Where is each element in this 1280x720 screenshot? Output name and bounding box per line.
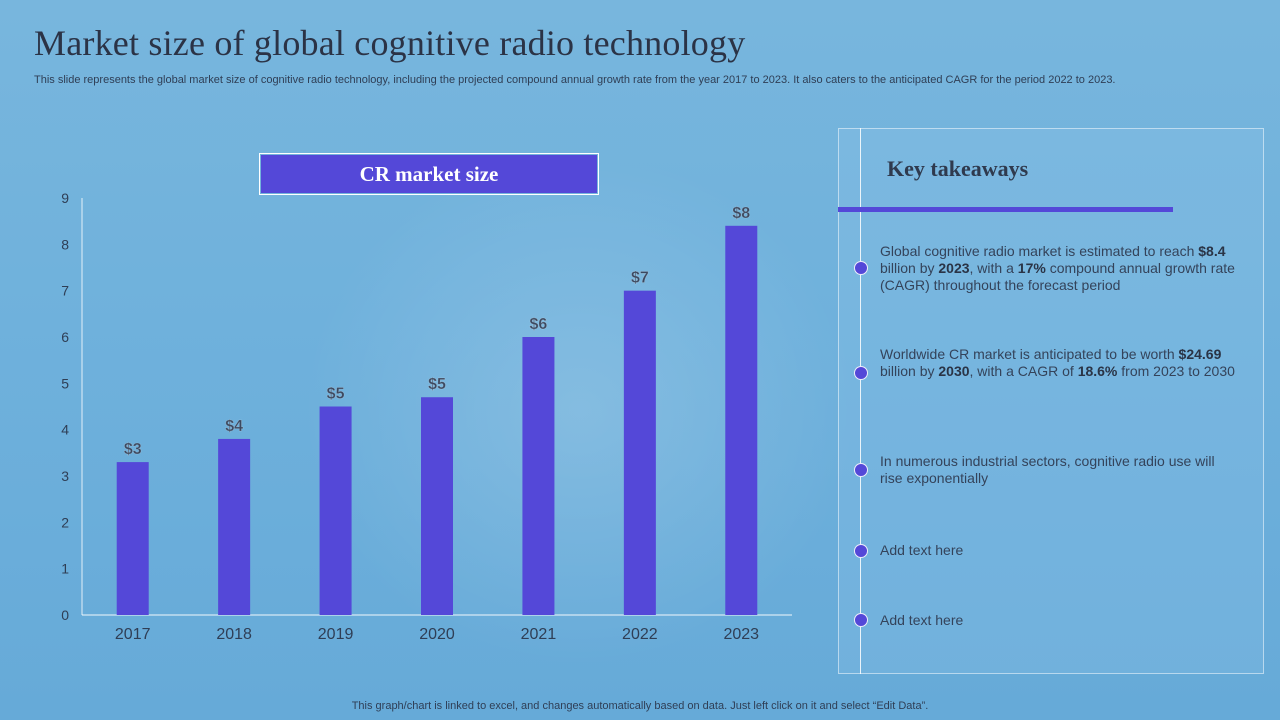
- y-tick-label: 1: [61, 561, 69, 577]
- bar: [421, 397, 453, 615]
- y-tick-label: 2: [61, 514, 69, 530]
- bar-data-label: $5: [428, 376, 446, 393]
- x-tick-label: 2023: [723, 626, 759, 643]
- chart-title: CR market size: [259, 153, 599, 195]
- takeaway-item-2: Worldwide CR market is anticipated to be…: [880, 346, 1235, 380]
- bar-data-label: $6: [530, 316, 548, 333]
- y-tick-label: 9: [61, 190, 69, 206]
- takeaway-text-part: $8.4: [1198, 243, 1226, 259]
- takeaway-text-part: 2023: [938, 260, 970, 276]
- bar-data-label: $7: [631, 270, 649, 287]
- takeaway-text-part: compound annual growth rate (CAGR) throu…: [880, 260, 1235, 293]
- key-takeaways-title: Key takeaways: [887, 156, 1029, 181]
- takeaway-text-part: Worldwide CR market is anticipated to be…: [880, 346, 1179, 362]
- bar-data-label: $5: [327, 386, 345, 403]
- takeaway-text-part: , with a: [969, 260, 1018, 276]
- bar-data-label: $4: [225, 418, 243, 435]
- y-tick-label: 6: [61, 329, 69, 345]
- x-tick-label: 2022: [622, 626, 658, 643]
- bar: [725, 225, 758, 616]
- takeaway-item-5[interactable]: Add text here: [880, 612, 1235, 629]
- market-size-chart[interactable]: 0 1 2 3 4 5 6 7 8 9 $3 2017 $4 2018 $5 2019 $5 2020 $6 2021…: [0, 0, 820, 660]
- x-tick-label: 2018: [216, 626, 252, 643]
- y-tick-label: 0: [61, 607, 69, 623]
- takeaway-bullet-icon: [854, 366, 868, 380]
- x-tick-label: 2021: [521, 626, 557, 643]
- x-tick-label: 2019: [318, 626, 354, 643]
- bar-data-label: $3: [124, 441, 142, 458]
- y-tick-label: 5: [61, 375, 69, 391]
- bar-data-label: $8: [732, 205, 750, 222]
- y-tick-label: 4: [61, 422, 69, 438]
- takeaway-text-part: Add text here: [880, 612, 964, 628]
- timeline-line: [860, 128, 861, 674]
- takeaway-text-part: billion by: [880, 260, 939, 276]
- bar: [522, 337, 555, 615]
- takeaway-text-part: Global cognitive radio market is estimat…: [880, 243, 1199, 259]
- bar: [218, 438, 251, 615]
- y-tick-label: 3: [61, 468, 69, 484]
- x-tick-label: 2017: [115, 626, 151, 643]
- takeaway-bullet-icon: [854, 613, 868, 627]
- takeaway-text-part: $24.69: [1178, 346, 1222, 362]
- page-subtitle: This slide represents the global market …: [34, 74, 1116, 86]
- takeaway-item-3: In numerous industrial sectors, cognitiv…: [880, 453, 1235, 487]
- footer-note: This graph/chart is linked to excel, and…: [351, 700, 929, 712]
- y-tick-label: 8: [61, 236, 69, 252]
- takeaway-bullet-icon: [854, 261, 868, 275]
- bar: [319, 406, 352, 615]
- takeaway-text-part: 18.6%: [1077, 363, 1118, 379]
- takeaway-text-part: billion by: [880, 363, 939, 379]
- y-tick-label: 7: [61, 283, 69, 299]
- takeaway-bullet-icon: [854, 544, 868, 558]
- page-title: Market size of global cognitive radio te…: [34, 23, 746, 63]
- x-tick-label: 2020: [419, 626, 455, 643]
- takeaway-item-4[interactable]: Add text here: [880, 542, 1235, 559]
- takeaway-text-part: Add text here: [880, 542, 964, 558]
- key-takeaways-underline: [838, 207, 1173, 212]
- key-takeaways-panel: [838, 128, 1264, 674]
- bar: [623, 290, 656, 615]
- bar: [116, 462, 149, 615]
- takeaway-text-part: , with a CAGR of: [969, 363, 1078, 379]
- takeaway-bullet-icon: [854, 463, 868, 477]
- takeaway-item-1: Global cognitive radio market is estimat…: [880, 243, 1235, 294]
- takeaway-text-part: from 2023 to 2030: [1117, 363, 1235, 379]
- takeaway-text-part: 2030: [938, 363, 970, 379]
- takeaway-text-part: In numerous industrial sectors, cognitiv…: [880, 453, 1215, 486]
- takeaway-text-part: 17%: [1017, 260, 1046, 276]
